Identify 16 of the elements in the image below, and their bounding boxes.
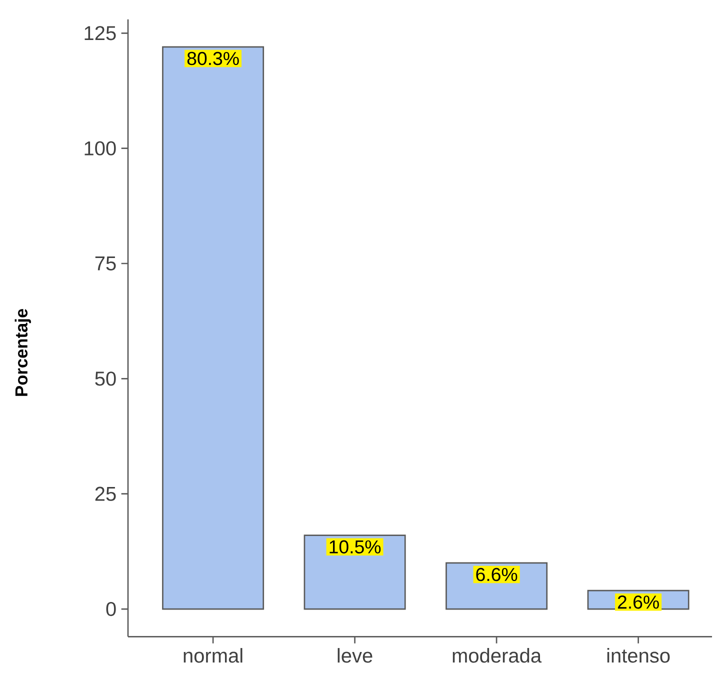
x-tick-label: normal xyxy=(184,648,242,663)
y-tick-label: 125 xyxy=(84,26,116,40)
y-tick-label: 100 xyxy=(84,141,116,156)
y-axis-title: Porcentaje xyxy=(14,308,31,396)
annotation: 6.6% xyxy=(476,568,518,582)
x-tick-label: moderada xyxy=(452,648,542,663)
y-tick-label: 50 xyxy=(95,372,116,386)
y-tick-label: 25 xyxy=(95,486,116,501)
annotation: 10.5% xyxy=(330,540,381,554)
annotation: 2.6% xyxy=(618,596,659,609)
y-tick-label: 0 xyxy=(106,602,116,616)
annotation: 80.3% xyxy=(187,52,239,66)
x-tick-label: intenso xyxy=(607,648,670,663)
y-tick-label: 75 xyxy=(95,256,116,270)
x-tick-label: leve xyxy=(338,648,372,663)
bar xyxy=(162,46,264,610)
